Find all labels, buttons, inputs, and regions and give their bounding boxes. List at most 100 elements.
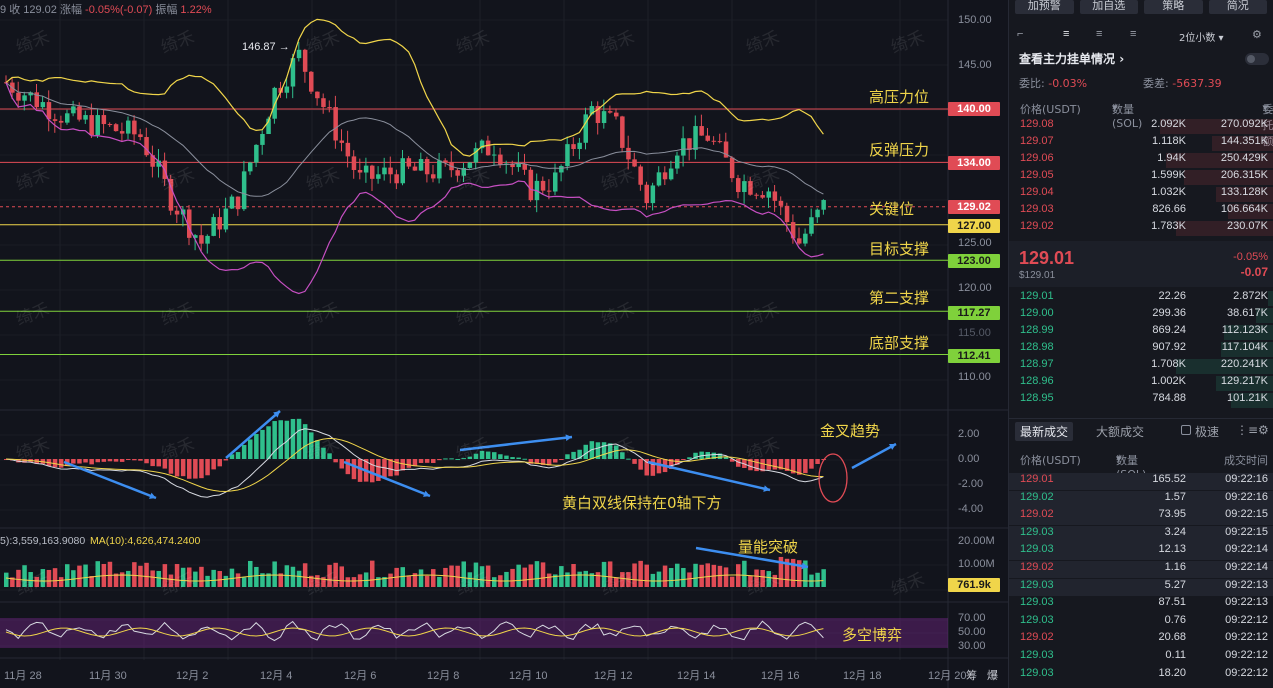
chip-distribution-button[interactable]: 筹 <box>966 670 977 682</box>
trade-row[interactable]: 129.03 3.24 09:22:15 <box>1009 525 1273 543</box>
volume-bar <box>22 565 27 587</box>
trades-header-qty[interactable]: 数量(SOL) ▾ <box>1116 452 1146 481</box>
volume-bar <box>296 570 302 587</box>
tab-large-trades[interactable]: 大额成交 <box>1096 425 1145 439</box>
macd-histogram-bar <box>644 459 649 476</box>
volume-bar <box>144 562 149 587</box>
macd-histogram-bar <box>778 459 784 470</box>
depth-bar <box>1216 187 1273 202</box>
trade-row[interactable]: 129.01 165.52 09:22:16 <box>1009 473 1273 490</box>
volume-bar <box>614 577 619 587</box>
add-watchlist-button[interactable]: 加自选 <box>1079 0 1138 14</box>
close-value: 129.02 <box>23 4 57 16</box>
orderbook-row[interactable]: 129.06 1.94K 250.429K <box>1009 152 1273 169</box>
macd-histogram-bar <box>687 457 692 459</box>
volume-bar <box>736 564 741 587</box>
filter-icon[interactable]: ⋮≡ <box>1236 423 1259 437</box>
chart-area[interactable]: 9 收 129.02 涨幅 -0.05%(-0.07) 振幅 1.22% 150… <box>0 0 1205 688</box>
orderbook-row[interactable]: 129.03 826.66 106.664K <box>1009 203 1273 220</box>
candle-body <box>418 159 424 171</box>
trade-row[interactable]: 129.02 1.57 09:22:16 <box>1009 490 1273 508</box>
macd-histogram-bar <box>571 451 576 459</box>
trade-row[interactable]: 129.03 0.76 09:22:12 <box>1009 614 1273 631</box>
price-tag-134: 134.00 <box>948 156 1000 170</box>
row-qty: 784.88 <box>1152 392 1186 404</box>
header-qty[interactable]: 数量(SOL) ▾ <box>1112 101 1143 130</box>
trade-row[interactable]: 129.03 87.51 09:22:13 <box>1009 596 1273 613</box>
view-main-orders-link[interactable]: 查看主力挂单情况 › <box>1019 52 1125 66</box>
macd-histogram-bar <box>626 458 631 460</box>
settings-icon[interactable]: ⚙ <box>1258 423 1269 437</box>
depth-bar <box>1212 136 1273 151</box>
candle-body <box>424 159 430 175</box>
macd-histogram-bar <box>479 450 485 459</box>
trend-arrow-head <box>763 485 770 492</box>
main-orders-toggle[interactable] <box>1245 53 1269 65</box>
trade-row[interactable]: 129.03 18.20 09:22:12 <box>1009 667 1273 684</box>
fast-mode-checkbox[interactable] <box>1181 425 1191 435</box>
volume-bar <box>272 561 277 587</box>
macd-histogram-bar <box>205 459 210 476</box>
orderbook-row[interactable]: 129.08 2.092K 270.092K <box>1009 118 1273 135</box>
orderbook-row[interactable]: 128.97 1.708K 220.241K <box>1009 358 1273 375</box>
settings-icon[interactable]: ⚙ <box>1252 29 1262 41</box>
macd-histogram-bar <box>424 459 430 463</box>
orderbook-row[interactable]: 129.07 1.118K 144.351K <box>1009 135 1273 152</box>
volume-bar <box>376 577 381 587</box>
candle-body <box>235 196 241 210</box>
trade-row[interactable]: 129.03 0.11 09:22:12 <box>1009 649 1273 666</box>
add-alert-button[interactable]: 加预警 <box>1015 0 1074 14</box>
overview-button[interactable]: 简况 <box>1208 0 1267 14</box>
candle-body <box>138 134 143 138</box>
layout-both-icon[interactable]: ≡ <box>1063 28 1070 40</box>
layout-asks-icon[interactable]: ≡ <box>1130 28 1137 40</box>
candle-body <box>52 119 58 121</box>
volume-bar <box>205 575 210 587</box>
macd-histogram-bar <box>766 459 771 470</box>
orderbook-row[interactable]: 128.99 869.24 112.123K <box>1009 324 1273 341</box>
candle-body <box>790 222 796 239</box>
macd-histogram-bar <box>656 459 662 474</box>
candle-body <box>553 172 558 192</box>
volume-bar <box>199 566 204 587</box>
trade-row[interactable]: 129.02 20.68 09:22:12 <box>1009 631 1273 648</box>
candle-body <box>254 144 259 163</box>
trade-row[interactable]: 129.02 73.95 09:22:15 <box>1009 508 1273 526</box>
volume-bar <box>681 567 686 587</box>
orderbook-row[interactable]: 129.01 22.26 2.872K <box>1009 290 1273 307</box>
candle-body <box>784 205 790 223</box>
price-axis-label: 150.00 <box>958 14 992 26</box>
row-total: 230.07K <box>1227 220 1268 232</box>
candle-body <box>650 185 656 204</box>
orderbook-row[interactable]: 129.05 1.599K 206.315K <box>1009 169 1273 186</box>
trade-row[interactable]: 129.03 5.27 09:22:13 <box>1009 578 1273 596</box>
orderbook-row[interactable]: 128.95 784.88 101.21K <box>1009 392 1273 409</box>
volume-bar <box>717 565 723 587</box>
candle-body <box>467 162 473 168</box>
candle-body <box>528 169 534 201</box>
liquidation-button[interactable]: 爆 <box>987 670 998 682</box>
volume-ma5-info: 5):3,559,163.9080 <box>0 535 86 547</box>
orderbook-row[interactable]: 129.04 1.032K 133.128K <box>1009 186 1273 203</box>
candle-body <box>58 120 64 123</box>
orderbook-row[interactable]: 128.98 907.92 117.104K <box>1009 341 1273 358</box>
strategy-button[interactable]: 策略 <box>1144 0 1203 14</box>
macd-histogram-bar <box>803 459 808 474</box>
orderbook-row[interactable]: 129.00 299.36 38.617K <box>1009 307 1273 324</box>
layout-bids-icon[interactable]: ≡ <box>1096 28 1103 40</box>
macd-histogram-bar <box>22 459 27 463</box>
depth-precision-select[interactable]: 2位小数 ▾ <box>1179 33 1224 44</box>
orderbook-toolbar: ⌐ ≡ ≡ ≡ 2位小数 ▾ ⚙ <box>1009 26 1273 44</box>
flash-icon[interactable]: ⌐ <box>1017 28 1024 40</box>
orderbook-row[interactable]: 129.02 1.783K 230.07K <box>1009 220 1273 237</box>
orderbook-row[interactable]: 128.96 1.002K 129.217K <box>1009 375 1273 392</box>
candle-body <box>644 184 649 204</box>
header-total[interactable]: 委托额 ▾ <box>1262 101 1273 148</box>
candle-body <box>333 107 338 141</box>
trade-row[interactable]: 129.02 1.16 09:22:14 <box>1009 561 1273 578</box>
trade-row[interactable]: 129.03 12.13 09:22:14 <box>1009 543 1273 561</box>
volume-bar <box>321 577 326 587</box>
candlestick-chart[interactable] <box>0 0 1008 688</box>
tab-latest-trades[interactable]: 最新成交 <box>1015 422 1074 441</box>
macd-histogram-bar <box>16 459 21 463</box>
